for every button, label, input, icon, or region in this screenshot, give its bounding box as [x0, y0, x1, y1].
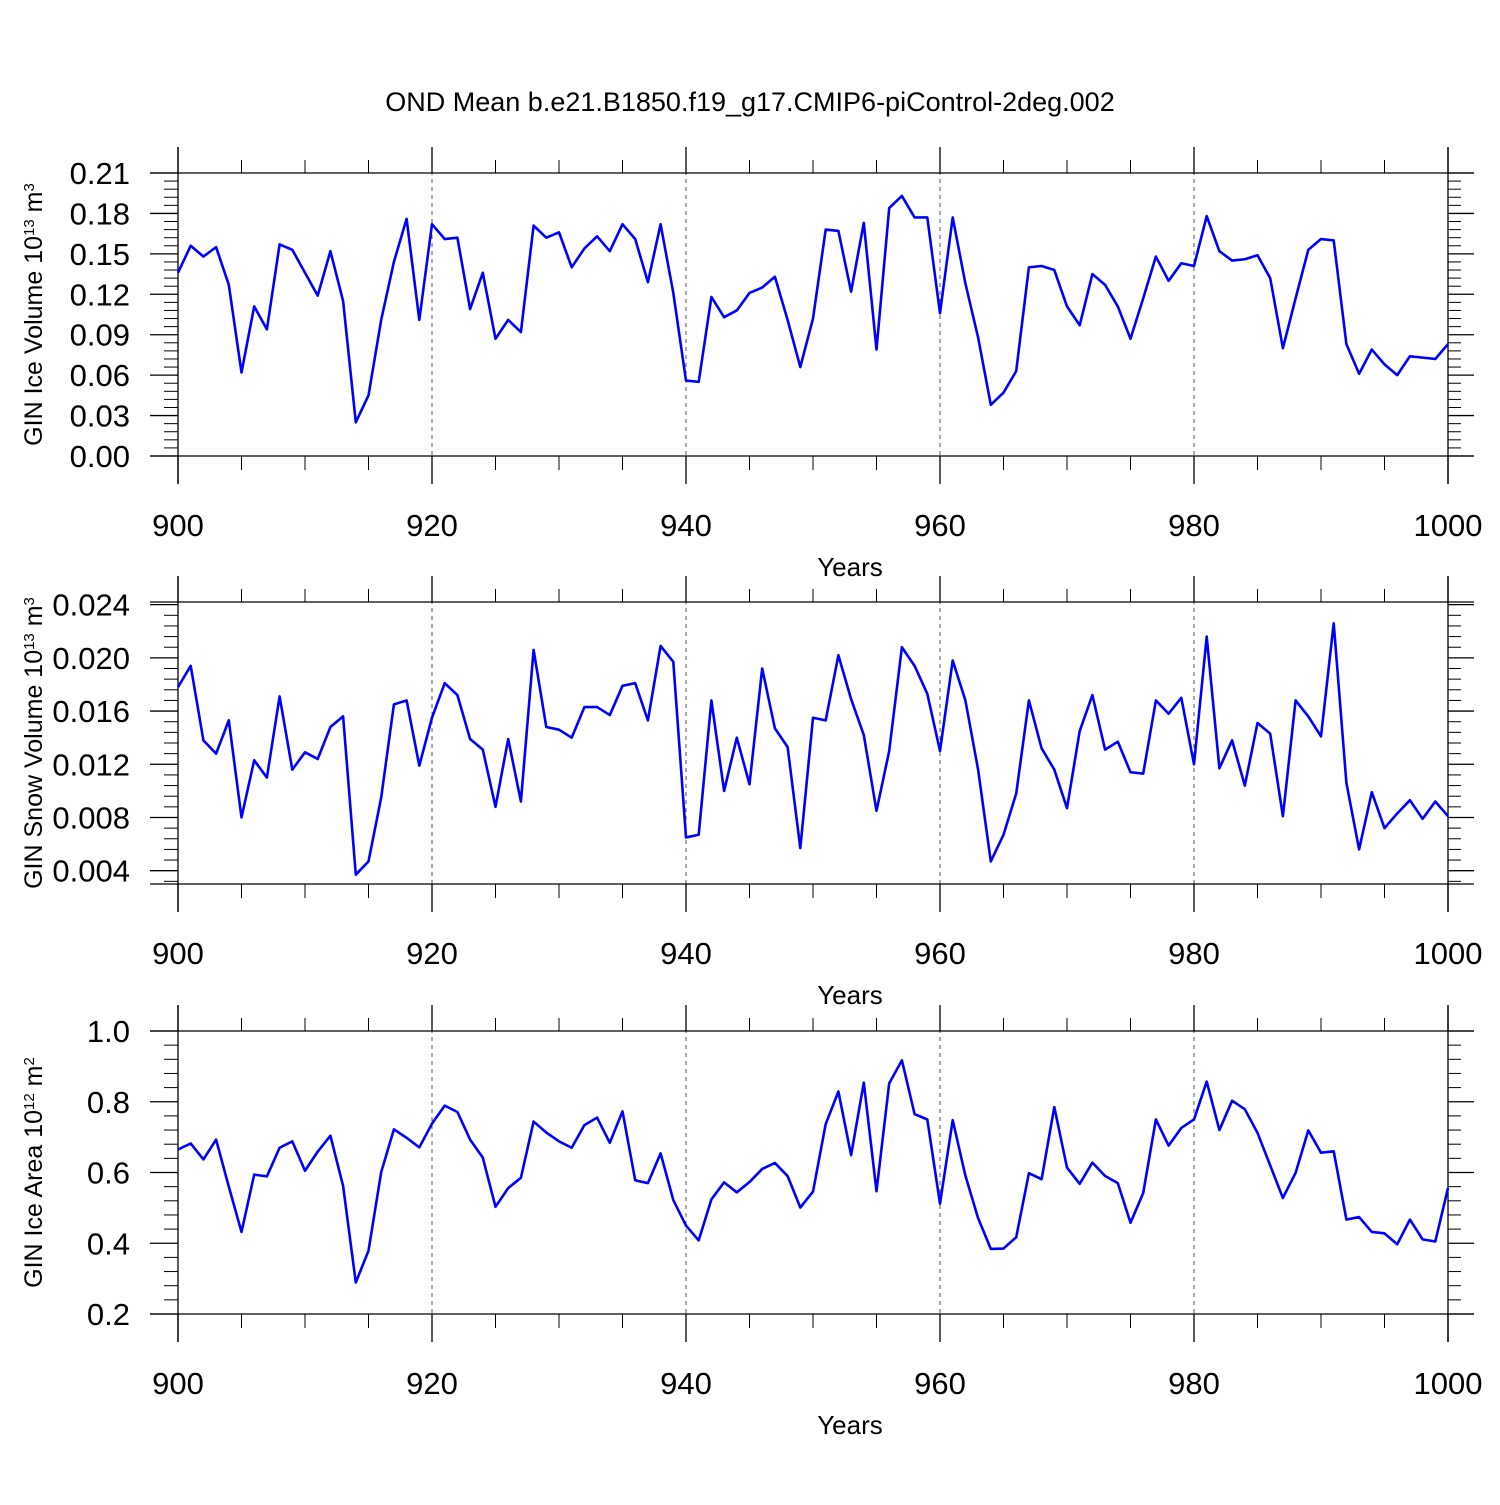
y-axis-label-exponent: 3: [21, 183, 38, 191]
x-tick-label: 940: [660, 936, 712, 971]
y-tick-label: 0.6: [87, 1156, 130, 1191]
y-axis-label: GIN Ice Volume 1013 m3: [20, 183, 48, 446]
x-tick-label: 920: [406, 936, 458, 971]
x-tick-label: 920: [406, 508, 458, 543]
chart-title: OND Mean b.e21.B1850.f19_g17.CMIP6-piCon…: [385, 87, 1114, 117]
y-axis-label-text: m: [20, 1066, 48, 1094]
x-tick-label: 900: [152, 508, 204, 543]
y-axis-label-text: GIN Snow Volume 10: [20, 650, 48, 889]
x-tick-label: 1000: [1414, 508, 1483, 543]
x-axis-label: Years: [817, 552, 883, 582]
panel-3: 900 920 940 960 980 1000 0.2 0.4 0.6 0.8 1.0 Years G…: [20, 1005, 1482, 1440]
y-axis-label-exponent: 3: [21, 597, 38, 605]
y-tick-label: 0.024: [52, 588, 130, 623]
x-tick-label: 900: [152, 936, 204, 971]
x-axis-label: Years: [817, 1410, 883, 1440]
x-tick-label: 1000: [1414, 1366, 1483, 1401]
x-tick-label: 900: [152, 1366, 204, 1401]
y-tick-label: 1.0: [87, 1014, 130, 1049]
y-tick-label: 0.18: [70, 196, 130, 231]
y-axis-label-exponent: 13: [21, 633, 38, 650]
x-tick-label: 960: [914, 1366, 966, 1401]
x-tick-label: 980: [1168, 508, 1220, 543]
x-tick-label: 960: [914, 508, 966, 543]
y-tick-label: 0.03: [70, 399, 130, 434]
y-axis-label: GIN Snow Volume 1013 m3: [20, 597, 48, 889]
y-axis-label-text: m: [20, 605, 48, 633]
y-tick-label: 0.21: [70, 156, 130, 191]
y-axis-label-text: m: [20, 192, 48, 220]
y-axis-label-text: GIN Ice Volume 10: [20, 236, 48, 446]
y-axis-label-text: GIN Ice Area 10: [20, 1110, 48, 1288]
x-tick-label: 980: [1168, 936, 1220, 971]
y-tick-label: 0.4: [87, 1226, 130, 1261]
y-tick-label: 0.016: [52, 694, 130, 729]
x-tick-label: 960: [914, 936, 966, 971]
x-tick-label: 980: [1168, 1366, 1220, 1401]
y-tick-label: 0.008: [52, 800, 130, 835]
series-line: [176, 621, 1449, 876]
y-tick-label: 0.2: [87, 1297, 130, 1332]
y-tick-label: 0.09: [70, 318, 130, 353]
panel-1: 900 920 940 960 980 1000 0.00 0.03 0.06 0.09 0.12 0…: [20, 147, 1482, 582]
y-tick-label: 0.15: [70, 237, 130, 272]
x-tick-label: 1000: [1414, 936, 1483, 971]
y-axis-label-exponent: 13: [21, 219, 38, 236]
series-line: [176, 194, 1449, 424]
x-tick-label: 940: [660, 1366, 712, 1401]
y-tick-label: 0.00: [70, 439, 130, 474]
y-tick-label: 0.004: [52, 854, 130, 889]
y-tick-label: 0.06: [70, 358, 130, 393]
y-tick-label: 0.020: [52, 641, 130, 676]
y-axis-label-exponent: 2: [21, 1057, 38, 1065]
y-tick-label: 0.8: [87, 1085, 130, 1120]
y-tick-label: 0.12: [70, 277, 130, 312]
y-axis-label-exponent: 12: [21, 1093, 38, 1110]
y-tick-label: 0.012: [52, 747, 130, 782]
x-tick-label: 940: [660, 508, 712, 543]
y-axis-label: GIN Ice Area 1012 m2: [20, 1057, 48, 1288]
panel-2: 900 920 940 960 980 1000 0.004 0.008 0.012 0.016 0…: [20, 576, 1482, 1010]
series-line: [177, 1059, 1450, 1284]
x-axis-label: Years: [817, 980, 883, 1010]
x-tick-label: 920: [406, 1366, 458, 1401]
